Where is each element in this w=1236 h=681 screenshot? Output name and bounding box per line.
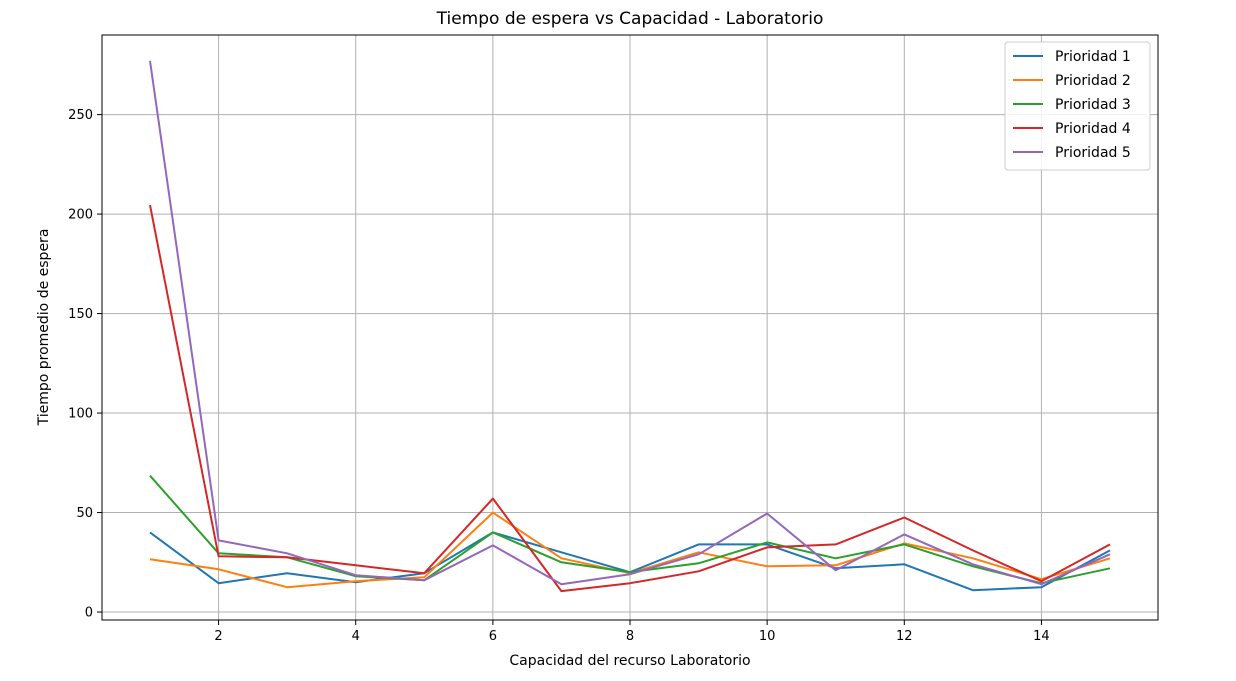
series-line-prioridad-5 xyxy=(149,60,1111,586)
x-tick-label: 4 xyxy=(352,629,360,644)
chart-title: Tiempo de espera vs Capacidad - Laborato… xyxy=(436,9,824,29)
x-axis: 2 4 6 8 10 12 14 xyxy=(214,620,1050,644)
x-tick-label: 2 xyxy=(214,629,222,644)
legend-entry: Prioridad 1 xyxy=(1055,49,1131,65)
legend: Prioridad 1 Prioridad 2 Prioridad 3 Priorid… xyxy=(1004,41,1151,171)
legend-box xyxy=(1004,41,1151,171)
x-tick-label: 12 xyxy=(896,629,913,644)
legend-entry: Prioridad 5 xyxy=(1055,145,1131,161)
y-axis-label: Tiempo promedio de espera xyxy=(36,229,52,427)
x-tick-label: 14 xyxy=(1033,629,1050,644)
y-tick-label: 100 xyxy=(68,407,93,422)
x-axis-label: Capacidad del recurso Laboratorio xyxy=(509,653,750,669)
x-tick-label: 10 xyxy=(759,629,776,644)
y-tick-label: 0 xyxy=(85,606,93,621)
y-axis: 0 50 100 150 200 250 xyxy=(68,108,102,621)
x-tick-label: 6 xyxy=(489,629,497,644)
y-tick-label: 50 xyxy=(76,506,93,521)
legend-entry: Prioridad 3 xyxy=(1055,97,1131,113)
series-line-prioridad-3 xyxy=(149,475,1111,585)
y-tick-label: 200 xyxy=(68,208,93,223)
y-tick-label: 150 xyxy=(68,307,93,322)
legend-entry: Prioridad 2 xyxy=(1055,73,1131,89)
x-tick-label: 8 xyxy=(626,629,634,644)
legend-entry: Prioridad 4 xyxy=(1055,121,1131,137)
y-tick-label: 250 xyxy=(68,108,93,123)
series-group xyxy=(149,60,1111,593)
grid xyxy=(102,35,1158,620)
